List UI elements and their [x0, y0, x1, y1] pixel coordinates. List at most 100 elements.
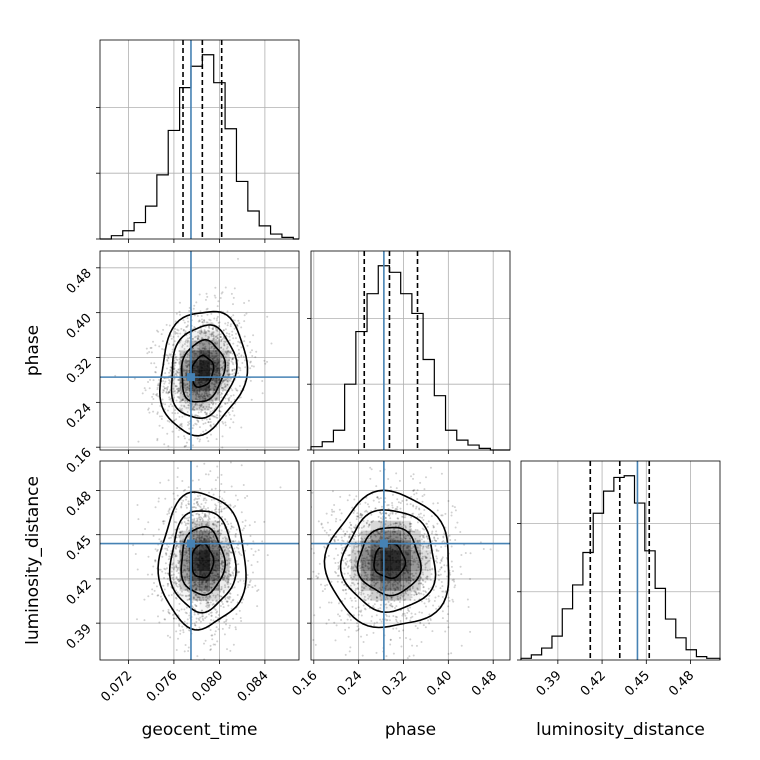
sample-point: [196, 500, 199, 503]
sample-point: [180, 608, 183, 611]
sample-point: [434, 559, 437, 562]
sample-point: [412, 477, 415, 480]
sample-point: [210, 382, 213, 385]
sample-point: [174, 385, 177, 388]
sample-point: [358, 516, 361, 519]
sample-point: [220, 339, 223, 342]
sample-point: [187, 421, 190, 424]
sample-point: [160, 599, 163, 602]
sample-point: [233, 586, 236, 589]
sample-point: [179, 632, 182, 635]
sample-point: [214, 508, 217, 511]
sample-point: [184, 495, 187, 498]
sample-point: [359, 610, 362, 613]
sample-point: [185, 359, 188, 362]
sample-point: [175, 540, 178, 543]
sample-point: [449, 573, 452, 576]
sample-point: [221, 420, 224, 423]
sample-point: [204, 592, 207, 595]
sample-point: [202, 422, 205, 425]
sample-point: [221, 389, 224, 392]
sample-point: [166, 582, 169, 585]
sample-point: [353, 545, 356, 548]
sample-point: [183, 576, 186, 579]
sample-point: [212, 423, 215, 426]
sample-point: [219, 357, 222, 360]
sample-point: [452, 570, 455, 573]
histogram-step-phase: [310, 265, 510, 451]
sample-point: [180, 356, 183, 359]
sample-point: [202, 323, 205, 326]
sample-point: [359, 541, 362, 544]
sample-point: [318, 562, 321, 565]
sample-point: [185, 558, 188, 561]
sample-point: [387, 530, 390, 533]
sample-point: [422, 586, 425, 589]
sample-point: [174, 390, 177, 393]
sample-point: [437, 605, 440, 608]
sample-point: [454, 526, 457, 529]
sample-point: [220, 587, 223, 590]
sample-point: [176, 579, 179, 582]
sample-point: [337, 568, 340, 571]
sample-point: [234, 540, 237, 543]
sample-point: [211, 327, 214, 330]
sample-point: [226, 380, 229, 383]
sample-point: [197, 347, 200, 350]
sample-point: [419, 512, 422, 515]
sample-point: [184, 399, 187, 402]
sample-point: [185, 444, 188, 447]
sample-point: [248, 583, 251, 586]
sample-point: [203, 319, 206, 322]
sample-point: [198, 293, 201, 296]
sample-point: [229, 559, 232, 562]
sample-point: [366, 576, 369, 579]
sample-point: [214, 511, 217, 514]
sample-point: [208, 613, 211, 616]
sample-point: [196, 344, 199, 347]
sample-point: [182, 370, 185, 373]
sample-point: [344, 653, 347, 656]
sample-point: [367, 553, 370, 556]
sample-point: [199, 506, 202, 509]
sample-point: [192, 584, 195, 587]
sample-point: [177, 387, 180, 390]
sample-point: [237, 366, 240, 369]
sample-point: [408, 610, 411, 613]
sample-point: [225, 623, 228, 626]
sample-point: [199, 620, 202, 623]
sample-point: [143, 387, 146, 390]
sample-point: [327, 554, 330, 557]
sample-point: [164, 547, 167, 550]
sample-point: [374, 582, 377, 585]
sample-point: [209, 343, 212, 346]
sample-point: [197, 581, 200, 584]
sample-point: [201, 615, 204, 618]
sample-point: [167, 558, 170, 561]
sample-point: [172, 368, 175, 371]
sample-point: [192, 537, 195, 540]
sample-point: [146, 352, 149, 355]
sample-point: [197, 536, 200, 539]
sample-point: [216, 392, 219, 395]
sample-point: [196, 398, 199, 401]
sample-point: [193, 314, 196, 317]
sample-point: [208, 531, 211, 534]
density-cell: [189, 560, 200, 571]
sample-point: [229, 504, 232, 507]
sample-point: [181, 399, 184, 402]
sample-point: [368, 563, 371, 566]
sample-point: [186, 598, 189, 601]
sample-point: [168, 396, 171, 399]
sample-point: [364, 501, 367, 504]
sample-point: [230, 525, 233, 528]
sample-point: [399, 523, 402, 526]
sample-point: [182, 489, 185, 492]
sample-point: [166, 572, 169, 575]
sample-point: [172, 344, 175, 347]
sample-point: [196, 534, 199, 537]
sample-point: [227, 597, 230, 600]
sample-point: [380, 599, 383, 602]
sample-point: [367, 546, 370, 549]
sample-point: [412, 551, 415, 554]
